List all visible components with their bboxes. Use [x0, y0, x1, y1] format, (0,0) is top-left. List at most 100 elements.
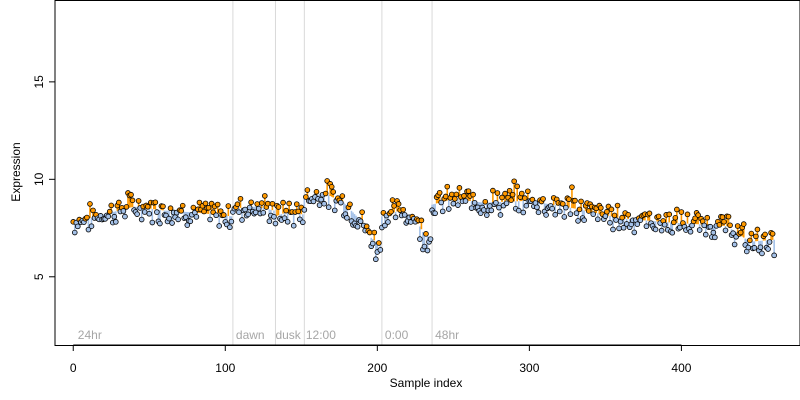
phase-label: 24hr — [78, 328, 102, 342]
data-point — [246, 204, 253, 211]
data-point — [619, 214, 625, 221]
data-point — [113, 219, 119, 225]
data-point — [560, 201, 566, 207]
data-point — [766, 239, 773, 245]
data-point — [721, 218, 727, 225]
data-point — [216, 223, 223, 229]
data-point — [395, 201, 402, 207]
data-point — [369, 240, 376, 247]
data-point — [316, 202, 323, 208]
data-point — [438, 199, 444, 206]
data-point — [154, 209, 160, 215]
data-point — [598, 205, 604, 211]
data-point — [737, 229, 744, 236]
phase-label: dusk — [275, 328, 301, 342]
data-point — [456, 185, 463, 191]
data-point — [359, 209, 365, 215]
data-point — [563, 204, 569, 211]
data-point — [237, 195, 244, 202]
data-point — [138, 216, 145, 223]
data-point — [284, 218, 291, 225]
data-point — [661, 221, 668, 228]
data-point — [511, 178, 517, 185]
data-point — [470, 191, 476, 198]
data-point — [462, 198, 469, 204]
data-point — [614, 202, 621, 209]
data-point — [455, 202, 461, 208]
data-point — [272, 220, 279, 227]
data-point — [357, 218, 364, 225]
data-point — [769, 231, 776, 237]
data-point — [561, 214, 568, 220]
data-point — [520, 209, 527, 216]
data-point — [290, 222, 297, 229]
data-point — [450, 200, 457, 207]
data-point — [286, 200, 292, 207]
data-point — [503, 200, 510, 207]
data-point — [152, 199, 159, 206]
data-point — [701, 222, 708, 229]
data-point — [160, 203, 166, 210]
data-point — [607, 219, 613, 226]
data-point — [719, 214, 726, 220]
data-point — [471, 199, 478, 206]
y-axis-label: Expression — [9, 142, 23, 201]
data-point — [671, 219, 677, 226]
data-point — [678, 209, 685, 215]
data-point — [258, 200, 265, 206]
data-point — [392, 214, 399, 221]
data-point — [391, 203, 397, 209]
data-point — [236, 209, 242, 215]
data-point — [179, 202, 186, 209]
data-point — [313, 188, 320, 195]
data-point — [338, 199, 344, 206]
data-point — [129, 197, 136, 204]
data-point — [269, 200, 276, 207]
x-axis-label: Sample index — [390, 376, 463, 390]
data-point — [453, 191, 460, 198]
data-point — [509, 191, 516, 198]
data-point — [149, 219, 156, 226]
data-point — [75, 223, 81, 230]
data-point — [751, 245, 758, 251]
data-point — [382, 222, 388, 229]
data-point — [569, 184, 575, 190]
data-point — [167, 205, 174, 212]
data-point — [283, 207, 289, 214]
data-point — [493, 199, 499, 206]
data-point — [757, 244, 764, 251]
data-point — [540, 196, 546, 202]
data-point — [535, 209, 542, 216]
data-point — [116, 199, 122, 206]
data-point — [201, 208, 207, 215]
data-point — [84, 214, 90, 221]
data-point — [377, 247, 384, 253]
data-point — [196, 199, 203, 206]
data-point — [400, 206, 406, 213]
data-point — [106, 208, 113, 215]
data-point — [556, 208, 563, 215]
data-point — [566, 196, 572, 203]
data-point — [745, 244, 752, 251]
data-point — [502, 190, 508, 197]
data-point — [747, 237, 753, 244]
data-point — [321, 200, 327, 207]
data-point — [480, 207, 487, 213]
data-point — [730, 230, 736, 237]
data-points — [70, 178, 777, 263]
data-point — [613, 217, 619, 223]
data-point — [144, 203, 151, 210]
data-point — [260, 209, 267, 216]
data-point — [128, 191, 134, 198]
data-point — [427, 236, 434, 242]
data-point — [611, 212, 618, 219]
data-point — [616, 225, 622, 232]
data-point — [190, 204, 197, 211]
data-point — [417, 236, 423, 242]
data-point — [643, 223, 650, 230]
data-point — [759, 250, 765, 257]
data-point — [445, 206, 452, 212]
data-point — [331, 207, 338, 214]
data-point — [318, 196, 324, 203]
data-point — [576, 206, 583, 213]
